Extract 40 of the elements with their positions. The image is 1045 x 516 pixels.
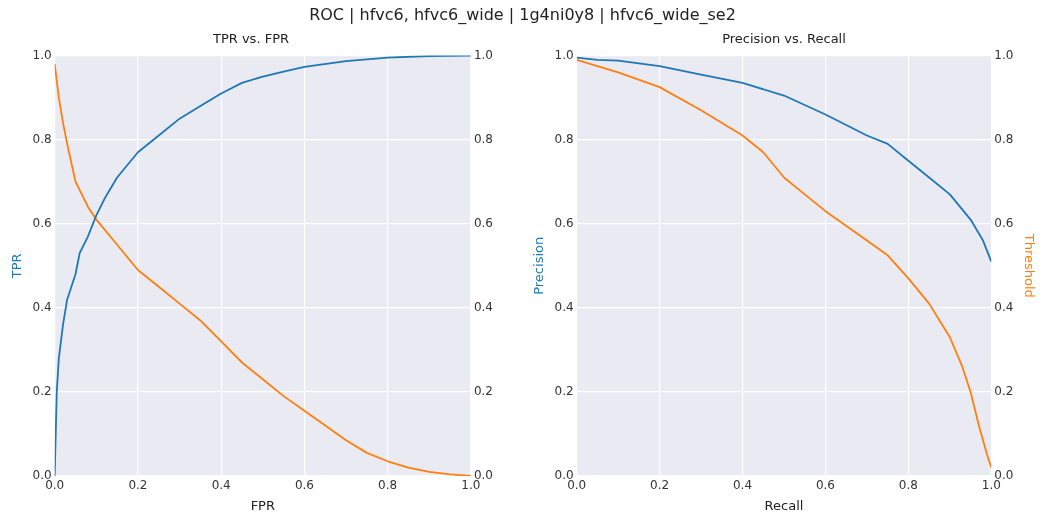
y2-axis-title: Threshold (1021, 232, 1037, 298)
x-tick-label: 0.0 (45, 478, 65, 493)
y-tick-label: 1.0 (554, 47, 574, 62)
y-axis-title: Precision (531, 236, 547, 295)
x-axis-title: Recall (764, 497, 804, 513)
x-axis-title: FPR (250, 497, 275, 513)
x-tick-label: 1.0 (461, 478, 481, 493)
y2-tick-label: 0.8 (994, 131, 1014, 146)
y-tick-label: 0.6 (554, 215, 574, 230)
y2-tick-label: 0.8 (473, 131, 494, 146)
x-tick-label: 0.6 (294, 478, 314, 493)
x-tick-label: 0.4 (211, 478, 231, 493)
y-tick-label: 0.6 (32, 215, 52, 230)
x-tick-label: 0.8 (898, 478, 918, 493)
x-tick-label: 1.0 (981, 478, 1001, 493)
x-tick-label: 0.4 (732, 478, 753, 493)
y2-tick-label: 0.4 (473, 299, 494, 314)
y2-tick-label: 0.4 (994, 299, 1014, 314)
x-tick-label: 0.6 (815, 478, 836, 493)
y2-tick-label: 0.2 (994, 384, 1014, 399)
y-tick-label: 0.2 (554, 384, 574, 399)
x-tick-label: 0.2 (128, 478, 148, 493)
x-tick-label: 0.8 (378, 478, 398, 493)
text: ROC | hfvc6, hfvc6_wide | 1g4ni0y8 | hfvc6_wide_se2 (308, 4, 737, 26)
y-tick-label: 0.4 (32, 299, 52, 314)
y2-tick-label: 1.0 (994, 47, 1014, 62)
y-tick-label: 0.8 (554, 131, 574, 146)
chart-title: TPR vs. FPR (211, 31, 290, 47)
y-tick-label: 0.4 (554, 299, 574, 314)
y-tick-label: 0.8 (32, 131, 52, 146)
y-tick-label: 1.0 (32, 47, 52, 62)
y2-tick-label: 0.6 (994, 215, 1014, 230)
y2-tick-label: 1.0 (473, 47, 494, 62)
chart-title: Precision vs. Recall (722, 31, 846, 47)
y-axis-title: TPR (9, 253, 25, 280)
x-tick-label: 0.2 (650, 478, 670, 493)
y2-tick-label: 0.6 (473, 215, 494, 230)
x-tick-label: 0.0 (567, 478, 587, 493)
y-tick-label: 0.2 (32, 384, 52, 399)
y2-tick-label: 0.2 (473, 384, 494, 399)
